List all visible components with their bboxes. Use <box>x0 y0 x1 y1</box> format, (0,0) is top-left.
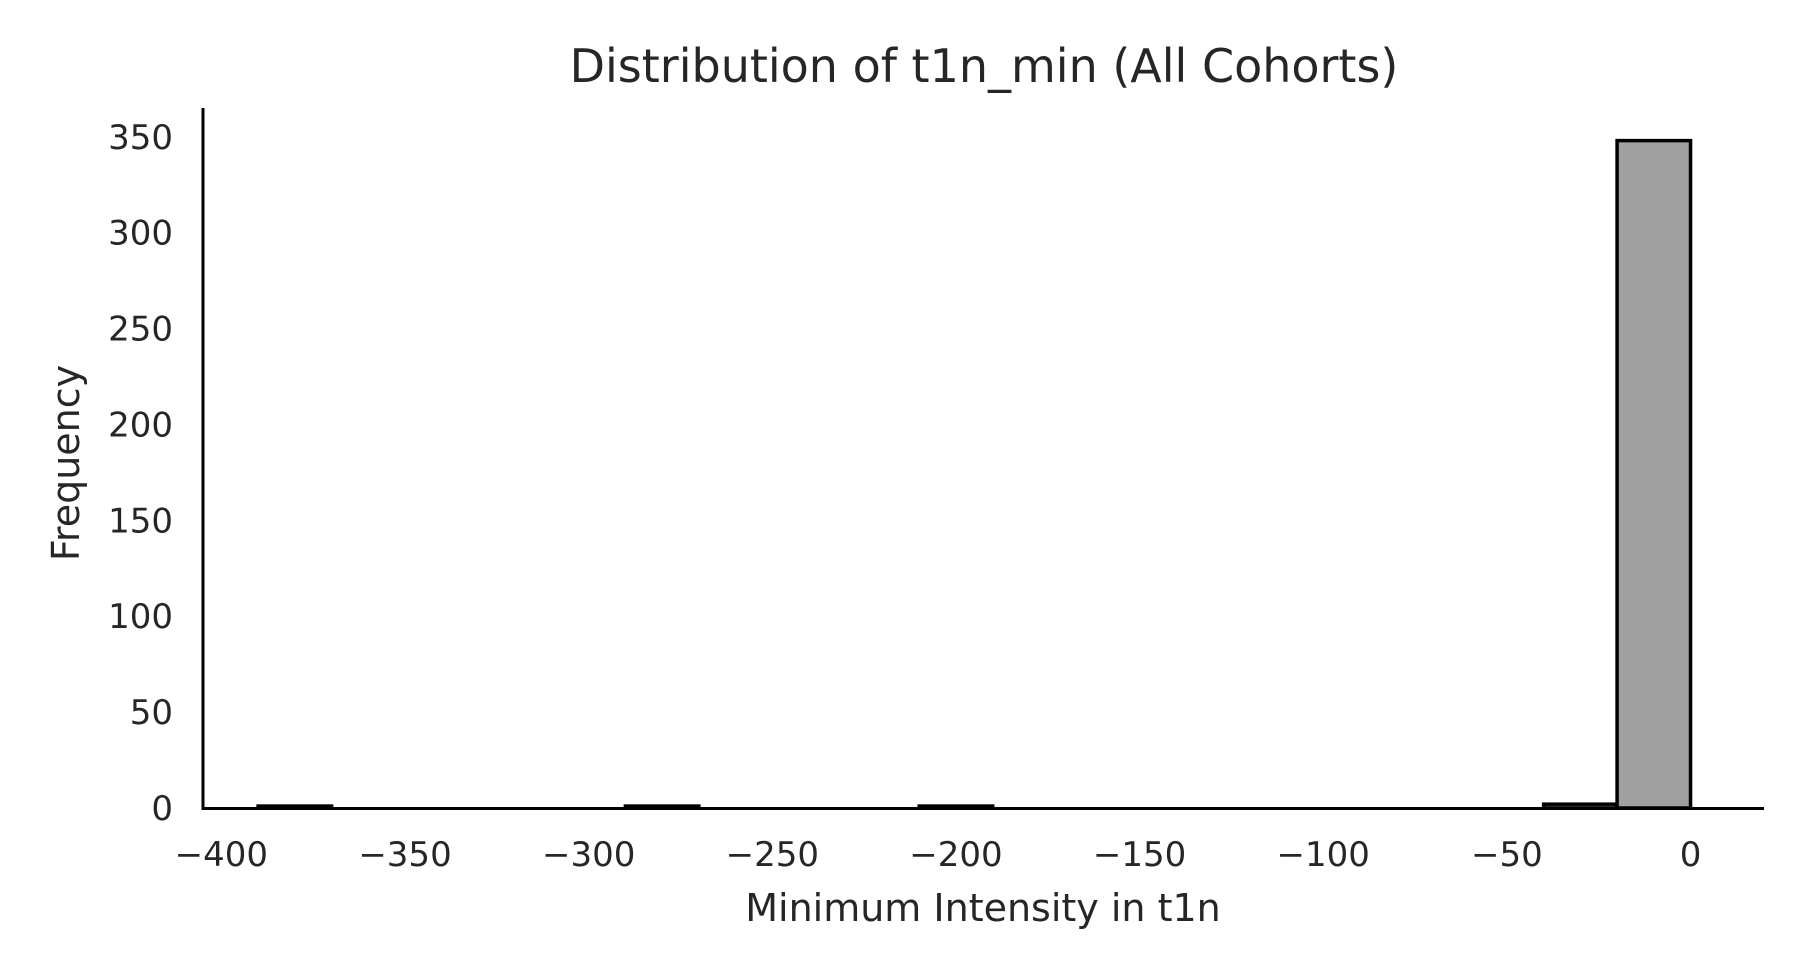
y-tick-label: 300 <box>108 214 173 254</box>
x-tick-label: −350 <box>358 835 451 875</box>
histogram-bar <box>1615 138 1693 810</box>
x-tick-label: −400 <box>175 835 268 875</box>
bars-layer <box>256 138 1693 810</box>
y-tick-label: 350 <box>108 118 173 158</box>
x-tick-label: −50 <box>1471 835 1543 875</box>
x-tick-label: −100 <box>1277 835 1370 875</box>
y-tick-label: 250 <box>108 310 173 350</box>
y-tick-label: 0 <box>151 789 173 829</box>
x-tick-label: −200 <box>909 835 1002 875</box>
chart-title: Distribution of t1n_min (All Cohorts) <box>570 39 1399 93</box>
x-tick-label: −150 <box>1093 835 1186 875</box>
x-tick-label: −300 <box>542 835 635 875</box>
y-tick-label: 100 <box>108 597 173 637</box>
y-tick-labels: 0 50 100 150 200 250 300 350 <box>108 118 173 829</box>
x-tick-label: 0 <box>1680 835 1702 875</box>
y-axis-label: Frequency <box>44 365 88 561</box>
y-tick-label: 150 <box>108 501 173 541</box>
x-tick-labels: −400 −350 −300 −250 −200 −150 −100 −50 0 <box>175 835 1702 875</box>
x-tick-label: −250 <box>726 835 819 875</box>
y-tick-label: 200 <box>108 405 173 445</box>
y-tick-label: 50 <box>130 693 173 733</box>
x-axis-label: Minimum Intensity in t1n <box>745 886 1221 930</box>
